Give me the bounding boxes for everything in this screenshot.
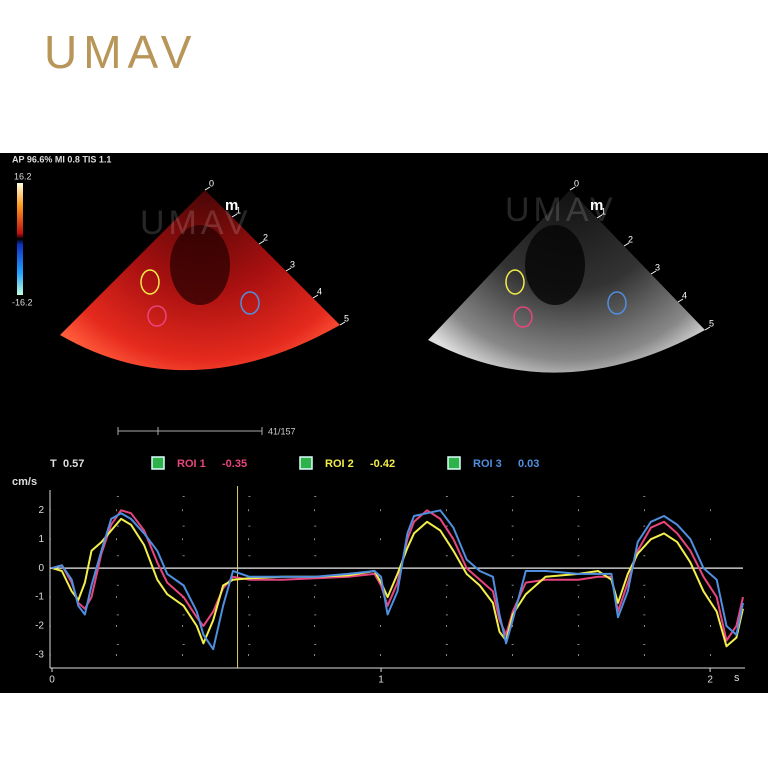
depth-tick: [569, 186, 576, 191]
watermark: UMAV: [140, 204, 252, 242]
x-tick-label: 2: [707, 675, 713, 686]
y-tick-label: -2: [35, 621, 44, 632]
depth-label: 3: [290, 259, 295, 269]
depth-label: 2: [628, 234, 633, 244]
depth-label: 0: [574, 178, 579, 188]
y-axis-label: cm/s: [12, 476, 37, 488]
depth-label: 0: [209, 178, 214, 188]
legend-value: -0.42: [370, 458, 395, 470]
legend-value: 0.03: [518, 458, 539, 470]
scan-panel: [0, 153, 768, 693]
legend-value: -0.35: [222, 458, 247, 470]
depth-tick: [677, 298, 684, 303]
y-tick-label: 2: [38, 505, 44, 516]
cursor-label: T: [50, 458, 57, 470]
depth-label: 1: [236, 205, 241, 215]
x-tick-label: 0: [49, 675, 55, 686]
depth-unit: m: [590, 197, 603, 214]
depth-label: 2: [263, 232, 268, 242]
legend-name: ROI 3: [473, 458, 502, 470]
header: AP 96.6% MI 0.8 TIS 1.1: [12, 154, 111, 164]
depth-tick: [339, 321, 346, 326]
depth-tick: [704, 326, 711, 331]
colorbar-min: -16.2: [12, 297, 33, 307]
chamber: [170, 225, 230, 305]
depth-tick: [596, 214, 603, 219]
depth-label: 3: [655, 262, 660, 272]
y-tick-label: -1: [35, 592, 44, 603]
colorbar-max: 16.2: [14, 171, 32, 181]
frame-scrubber: [117, 427, 263, 435]
series-line: [51, 517, 744, 648]
depth-tick: [312, 294, 319, 299]
legend-swatch: [151, 456, 165, 470]
legend-name: ROI 1: [177, 458, 206, 470]
chamber: [525, 225, 585, 305]
depth-tick: [285, 267, 292, 272]
x-axis-label: s: [734, 672, 740, 684]
depth-tick: [204, 186, 211, 191]
depth-label: 1: [601, 206, 606, 216]
x-tick-label: 1: [378, 675, 384, 686]
y-tick-label: 0: [38, 563, 44, 574]
y-tick-label: -3: [35, 650, 44, 661]
legend-swatch: [299, 456, 313, 470]
y-tick-label: 1: [38, 534, 44, 545]
colorbar: [17, 183, 23, 295]
watermark: UMAV: [505, 191, 617, 229]
logo: UMAV: [44, 26, 198, 78]
depth-label: 5: [709, 318, 714, 328]
legend-swatch: [447, 456, 461, 470]
depth-label: 4: [317, 286, 322, 296]
depth-unit: m: [225, 197, 238, 214]
frame-counter: 41/157: [268, 426, 296, 436]
depth-tick: [623, 242, 630, 247]
depth-tick: [231, 213, 238, 218]
cursor-value: 0.57: [63, 458, 84, 470]
roi-markers: [140, 269, 627, 328]
legend-name: ROI 2: [325, 458, 354, 470]
depth-tick: [258, 240, 265, 245]
series-line: [51, 509, 744, 651]
depth-tick: [650, 270, 657, 275]
depth-label: 4: [682, 290, 687, 300]
depth-label: 5: [344, 313, 349, 323]
